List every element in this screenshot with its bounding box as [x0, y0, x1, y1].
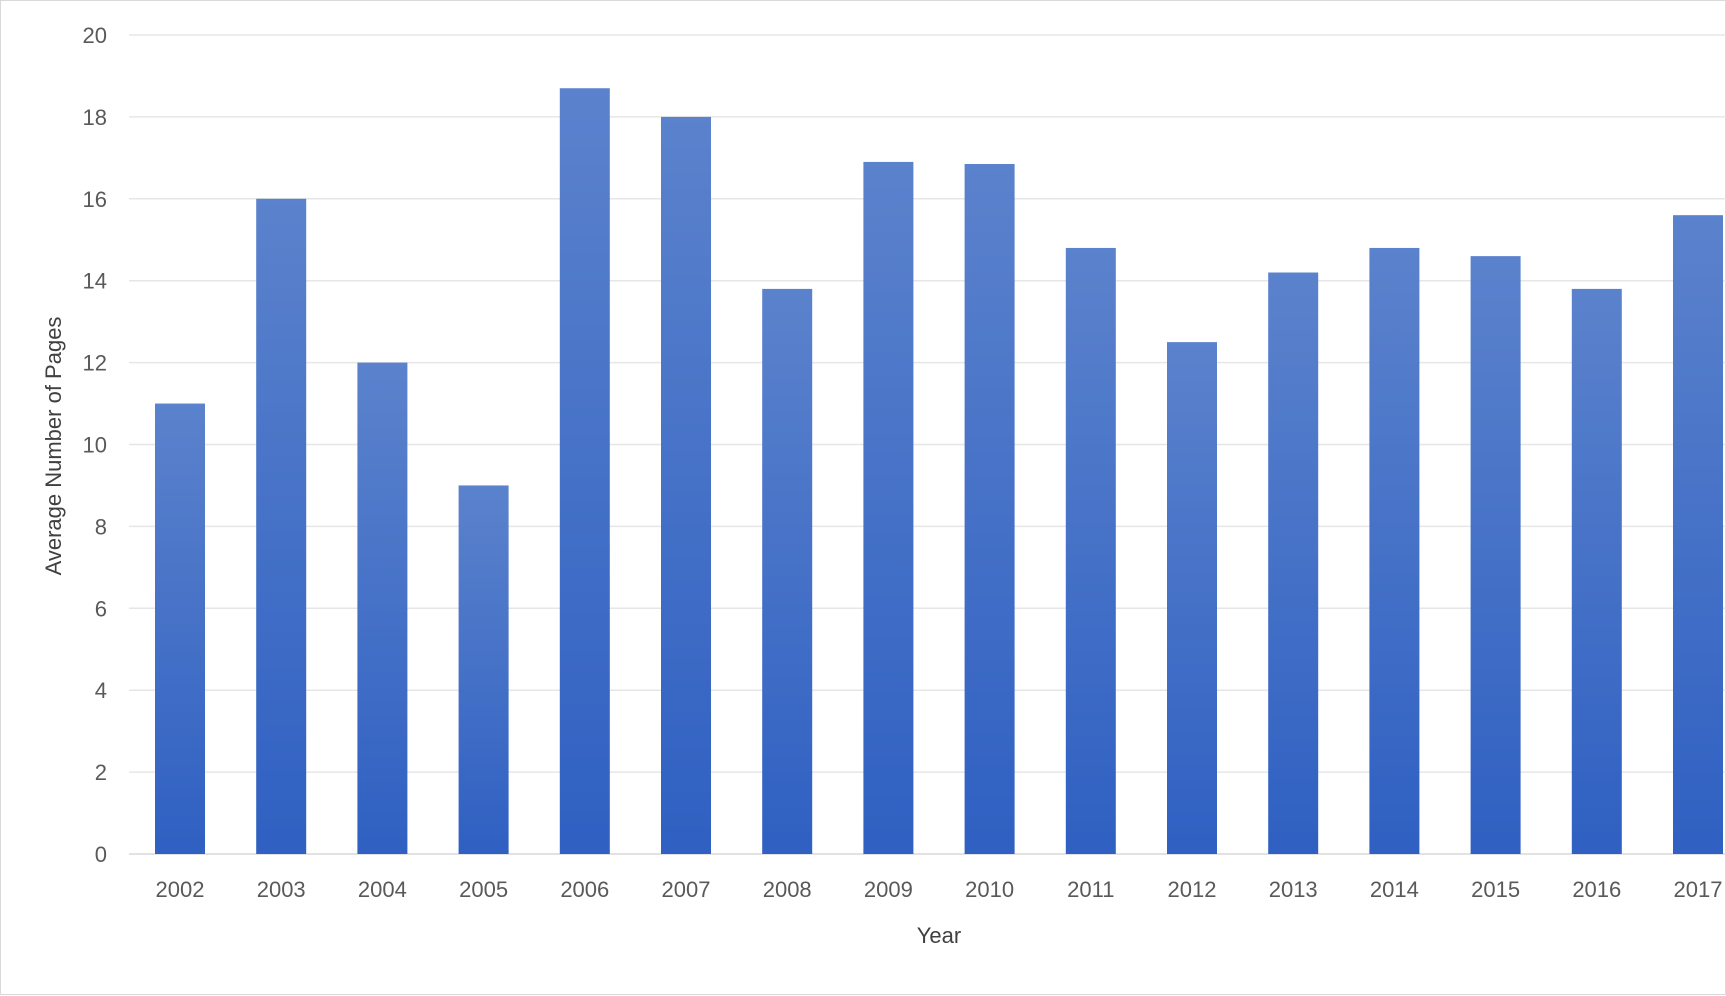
y-tick-label: 6: [95, 596, 107, 621]
x-tick-label: 2002: [156, 877, 205, 902]
y-tick-label: 14: [83, 269, 107, 294]
y-tick-label: 10: [83, 433, 107, 458]
x-axis-tick-labels: 2002 2003 2004 2005 2006 2007 2008 2009 2010 2011…: [156, 877, 1723, 902]
y-tick-label: 20: [83, 23, 107, 48]
bar-2014: [1369, 247, 1420, 854]
y-tick-label: 8: [95, 514, 107, 539]
y-tick-label: 0: [95, 842, 107, 867]
x-tick-label: 2008: [763, 877, 812, 902]
y-tick-label: 2: [95, 760, 107, 785]
bar-2005: [458, 485, 509, 854]
x-tick-label: 2009: [864, 877, 913, 902]
x-tick-label: 2006: [560, 877, 609, 902]
x-tick-label: 2017: [1674, 877, 1723, 902]
y-axis-tick-labels: 0 2 4 6 8 10 12 14 16 18 20: [83, 23, 107, 867]
bars: [155, 88, 1723, 855]
bar-2013: [1268, 272, 1319, 854]
x-tick-label: 2010: [965, 877, 1014, 902]
bar-2016: [1571, 288, 1622, 854]
bar-2007: [661, 116, 711, 854]
x-tick-label: 2011: [1067, 877, 1114, 902]
bar-2009: [863, 161, 914, 854]
x-tick-label: 2012: [1168, 877, 1217, 902]
bar-2010: [964, 163, 1015, 854]
bar-2002: [155, 403, 205, 854]
y-tick-label: 4: [95, 678, 107, 703]
y-axis-title: Average Number of Pages: [41, 317, 66, 576]
x-tick-label: 2016: [1572, 877, 1621, 902]
y-tick-label: 18: [83, 105, 107, 130]
x-tick-label: 2015: [1471, 877, 1520, 902]
x-tick-label: 2007: [662, 877, 711, 902]
x-tick-label: 2004: [358, 877, 407, 902]
bar-2011: [1065, 247, 1116, 854]
x-tick-label: 2014: [1370, 877, 1419, 902]
bar-2008: [762, 288, 813, 854]
bar-2006: [559, 88, 610, 855]
bar-2003: [256, 198, 307, 855]
x-tick-label: 2005: [459, 877, 508, 902]
bar-2015: [1470, 256, 1521, 854]
bar-2012: [1167, 342, 1217, 854]
x-axis-title: Year: [917, 923, 961, 948]
bar-2017: [1673, 215, 1723, 854]
y-tick-label: 12: [83, 351, 107, 376]
bar-2004: [357, 362, 408, 854]
x-tick-label: 2003: [257, 877, 306, 902]
x-tick-label: 2013: [1269, 877, 1318, 902]
y-tick-label: 16: [83, 187, 107, 212]
